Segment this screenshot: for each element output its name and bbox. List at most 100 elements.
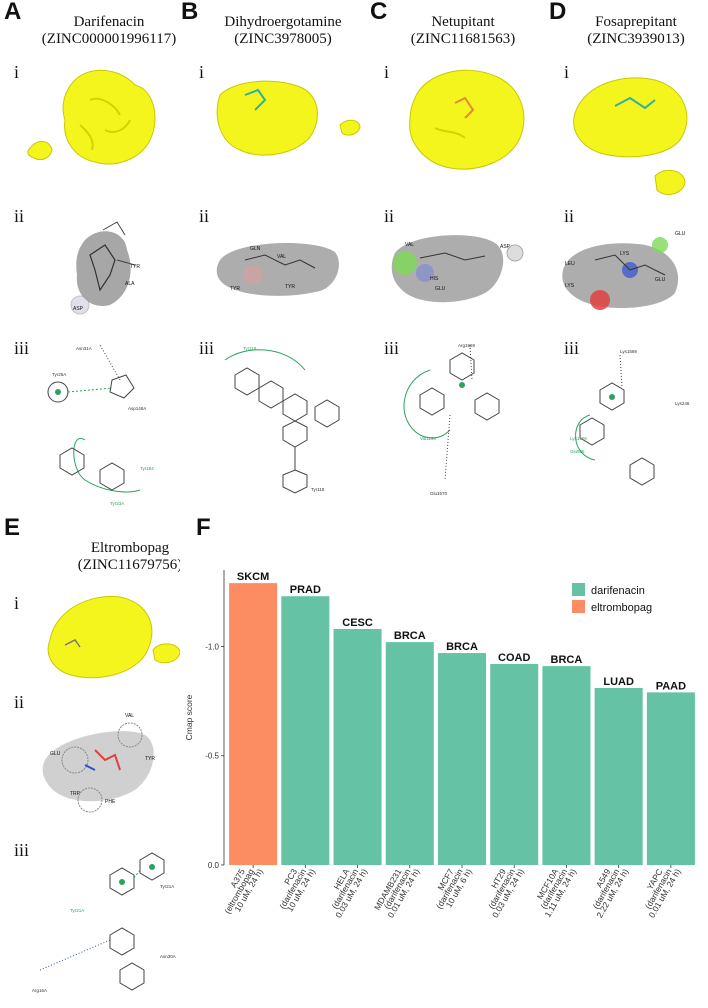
label-b-ii: ii xyxy=(199,206,210,226)
chart-bars: SKCM PRAD CESC BRCA BRCA COAD BRCA LUAD PAAD xyxy=(229,571,695,865)
interaction-diagram-e: Tyr21A Tyr21A Asn30A Arg16A xyxy=(32,852,176,993)
panel-letter-e: E xyxy=(4,514,21,541)
label-e-ii: ii xyxy=(14,692,25,712)
bar xyxy=(229,583,278,865)
interaction-diagram-a: Asn31A Tyr25A Asp148A Tyr184 Tyr23A xyxy=(47,344,154,506)
y-tick-label: -0.5 xyxy=(205,752,219,761)
panel-letter-b: B xyxy=(181,0,199,25)
residue-a-iii-5: Tyr23A xyxy=(110,501,124,506)
label-a-i: i xyxy=(14,62,20,82)
residue-b-ii-3: TYR xyxy=(230,286,240,292)
residue-c-iii-2: Val1196 xyxy=(420,436,436,441)
interaction-diagram-b: Tyr118 Tyr118 xyxy=(224,346,340,494)
panel-letter-d: D xyxy=(549,0,567,25)
protein-surface-a xyxy=(27,69,156,165)
bar-label: BRCA xyxy=(551,654,583,666)
drug-name-d: Fosaprepitant xyxy=(595,14,677,30)
drug-name-b: Dihydroergotamine xyxy=(224,14,342,30)
zinc-id-e: (ZINC11679756) xyxy=(77,557,183,573)
binding-pocket-a: TYR ALA ASP xyxy=(70,221,140,315)
residue-e-iii-1: Tyr21A xyxy=(160,884,174,889)
binding-pocket-c: VAL ASP HIS GLU xyxy=(391,235,524,303)
bar xyxy=(646,692,695,865)
residue-c-ii-4: GLU xyxy=(435,286,446,292)
bar xyxy=(333,629,382,865)
drug-title-a: Darifenacin (ZINC000001996117) xyxy=(20,14,198,48)
residue-a-ii-1: TYR xyxy=(130,264,140,270)
cmap-bar-chart: SKCM PRAD CESC BRCA BRCA COAD BRCA LUAD PAAD 0.0… xyxy=(180,545,708,1008)
residue-c-ii-3: HIS xyxy=(430,276,439,282)
residue-d-ii-2: LYS xyxy=(620,251,630,257)
bar xyxy=(437,653,487,865)
bar-label: SKCM xyxy=(237,571,269,583)
label-b-i: i xyxy=(199,62,205,82)
panel-letter-c: C xyxy=(370,0,388,25)
residue-d-ii-4: GLU xyxy=(655,277,666,283)
bar-label: CESC xyxy=(342,617,373,629)
drug-name-a: Darifenacin xyxy=(73,14,145,30)
legend-swatch xyxy=(572,600,585,613)
bar-label: BRCA xyxy=(394,630,426,642)
drug-title-c: Netupitant (ZINC11681563) xyxy=(388,14,538,48)
residue-e-ii-2: GLU xyxy=(50,751,61,757)
legend-label: darifenacin xyxy=(591,585,645,597)
protein-surface-c xyxy=(409,69,525,170)
residue-c-iii-3: Glu1570 xyxy=(430,491,448,496)
drug-title-b: Dihydroergotamine (ZINC3978005) xyxy=(203,14,363,48)
panel-letter-f: F xyxy=(196,514,211,541)
y-tick-label: 0.0 xyxy=(208,861,220,870)
interaction-diagram-c: Arg1569 Val1196 Glu1570 xyxy=(403,343,500,496)
residue-a-iii-2: Tyr25A xyxy=(52,372,66,377)
label-d-iii: iii xyxy=(564,338,580,358)
bar xyxy=(385,642,434,865)
residue-d-ii-3: LEU xyxy=(565,261,575,267)
residue-e-ii-3: PHE xyxy=(105,799,116,805)
residue-e-ii-5: TYR xyxy=(145,756,155,762)
residue-e-ii-4: TRP xyxy=(70,791,81,797)
residue-b-ii-1: GLN xyxy=(250,246,261,252)
label-e-iii: iii xyxy=(14,840,30,860)
residue-d-ii-5: LYS xyxy=(565,283,575,289)
zinc-id-d: (ZINC3939013) xyxy=(587,31,685,47)
residue-d-iii-4: Lys246 xyxy=(675,401,690,406)
residue-e-ii-1: VAL xyxy=(125,713,134,719)
residue-a-ii-2: ALA xyxy=(125,281,135,287)
label-d-ii: ii xyxy=(564,206,575,226)
label-a-iii: iii xyxy=(14,338,30,358)
drug-title-d: Fosaprepitant (ZINC3939013) xyxy=(566,14,706,48)
drug-name-c: Netupitant xyxy=(431,14,495,30)
label-c-i: i xyxy=(384,62,390,82)
legend-label: eltrombopag xyxy=(591,602,652,614)
residue-a-iii-1: Asn31A xyxy=(76,346,92,351)
residue-e-iii-3: Asn30A xyxy=(160,954,176,959)
residue-b-iii-2: Tyr118 xyxy=(311,487,325,492)
interaction-diagram-d: Lys1569 Lys1566 Glu995 Lys246 xyxy=(570,349,690,486)
y-tick-label: -1.0 xyxy=(205,642,219,651)
residue-e-iii-2: Tyr21A xyxy=(70,908,84,913)
bar-label: BRCA xyxy=(446,641,478,653)
label-c-iii: iii xyxy=(384,338,400,358)
residue-c-iii-1: Arg1569 xyxy=(458,343,476,348)
chart-legend: darifenacin eltrombopag xyxy=(572,583,652,614)
label-e-i: i xyxy=(14,593,20,613)
zinc-id-b: (ZINC3978005) xyxy=(234,31,332,47)
zinc-id-a: (ZINC000001996117) xyxy=(41,31,177,47)
protein-surface-b xyxy=(216,80,361,156)
bar xyxy=(542,666,591,865)
bar-label: PRAD xyxy=(290,584,321,596)
binding-pocket-d: GLU LYS LEU GLU LYS xyxy=(562,231,686,310)
residue-d-ii-1: GLU xyxy=(675,231,686,237)
label-b-iii: iii xyxy=(199,338,215,358)
residue-a-iii-4: Tyr184 xyxy=(140,466,154,471)
drug-title-e: Eltrombopag (ZINC11679756) xyxy=(60,540,200,574)
binding-pocket-b: GLN VAL TYR TYR xyxy=(216,242,339,296)
bar-label: LUAD xyxy=(603,676,634,688)
residue-a-ii-3: ASP xyxy=(73,306,84,312)
legend-swatch xyxy=(572,583,585,596)
bar-label: COAD xyxy=(498,652,530,664)
residue-b-ii-2: VAL xyxy=(277,254,286,260)
residue-d-iii-2: Lys1566 xyxy=(570,436,587,441)
binding-pocket-e: VAL GLU PHE TRP TYR xyxy=(42,713,155,813)
residue-b-ii-4: TYR xyxy=(285,284,295,290)
residue-a-iii-3: Asp148A xyxy=(128,406,146,411)
